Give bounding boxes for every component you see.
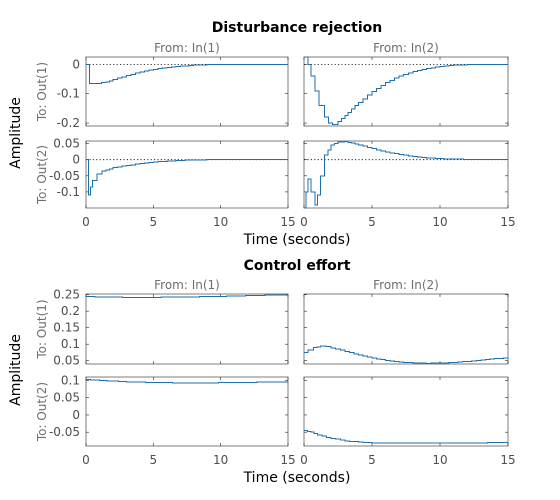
y-tick-label: 0 <box>72 153 80 167</box>
x-tick-label: 15 <box>500 215 515 229</box>
axes-box <box>85 293 289 365</box>
series-line <box>86 63 288 84</box>
series-line <box>86 294 289 298</box>
x-axis-label: Time (seconds) <box>243 232 351 248</box>
row-label: To: Out(2) <box>35 382 49 442</box>
series-line <box>86 378 289 384</box>
x-tick-label: 5 <box>368 215 376 229</box>
y-tick-label: -0.1 <box>57 185 80 199</box>
y-tick-label: 0.05 <box>53 137 80 151</box>
chart-title: Disturbance rejection <box>212 20 383 36</box>
y-tick-label: -0.05 <box>49 169 80 183</box>
axes-box <box>303 56 509 127</box>
column-label: From: In(1) <box>154 41 220 55</box>
y-tick-label: 0.05 <box>53 354 80 368</box>
y-tick-label: 0 <box>72 408 80 422</box>
axes-box <box>85 376 289 447</box>
x-tick-label: 15 <box>280 215 295 229</box>
x-axis-label: Time (seconds) <box>243 470 351 486</box>
x-tick-label: 0 <box>300 215 308 229</box>
y-axis-label: Amplitude <box>8 97 24 169</box>
x-tick-label: 0 <box>300 453 308 467</box>
y-tick-label: 0.1 <box>61 337 80 351</box>
axes-box <box>85 56 289 127</box>
x-tick-label: 0 <box>82 453 90 467</box>
x-tick-label: 5 <box>150 453 158 467</box>
y-tick-label: 0.15 <box>53 321 80 335</box>
series-line <box>86 159 288 196</box>
y-tick-label: -0.05 <box>49 425 80 439</box>
x-tick-label: 10 <box>213 453 228 467</box>
column-label: From: In(1) <box>154 278 220 292</box>
x-tick-label: 10 <box>432 215 447 229</box>
y-tick-label: -0.1 <box>57 87 80 101</box>
series-line <box>304 345 509 364</box>
column-label: From: In(2) <box>373 278 439 292</box>
row-label: To: Out(1) <box>35 62 49 122</box>
y-axis-label: Amplitude <box>8 334 24 406</box>
axes-box <box>303 140 509 209</box>
column-label: From: In(2) <box>373 41 439 55</box>
row-label: To: Out(1) <box>35 299 49 359</box>
series-line <box>304 141 508 209</box>
x-tick-label: 10 <box>213 215 228 229</box>
series-line <box>304 56 508 125</box>
y-tick-label: 0 <box>72 57 80 71</box>
series-line <box>304 430 508 444</box>
axes-box <box>303 293 509 365</box>
y-tick-label: 0.2 <box>61 304 80 318</box>
x-tick-label: 5 <box>150 215 158 229</box>
x-tick-label: 15 <box>280 453 295 467</box>
x-tick-label: 15 <box>500 453 515 467</box>
y-tick-label: 0.1 <box>61 373 80 387</box>
row-label: To: Out(2) <box>35 145 49 205</box>
x-tick-label: 5 <box>368 453 376 467</box>
axes-box <box>303 376 509 447</box>
chart-title: Control effort <box>244 258 351 274</box>
y-tick-label: 0.25 <box>53 288 80 302</box>
y-tick-label: 0.05 <box>53 391 80 405</box>
x-tick-label: 10 <box>432 453 447 467</box>
axes-box <box>85 140 289 209</box>
x-tick-label: 0 <box>82 215 90 229</box>
y-tick-label: -0.2 <box>57 116 80 130</box>
